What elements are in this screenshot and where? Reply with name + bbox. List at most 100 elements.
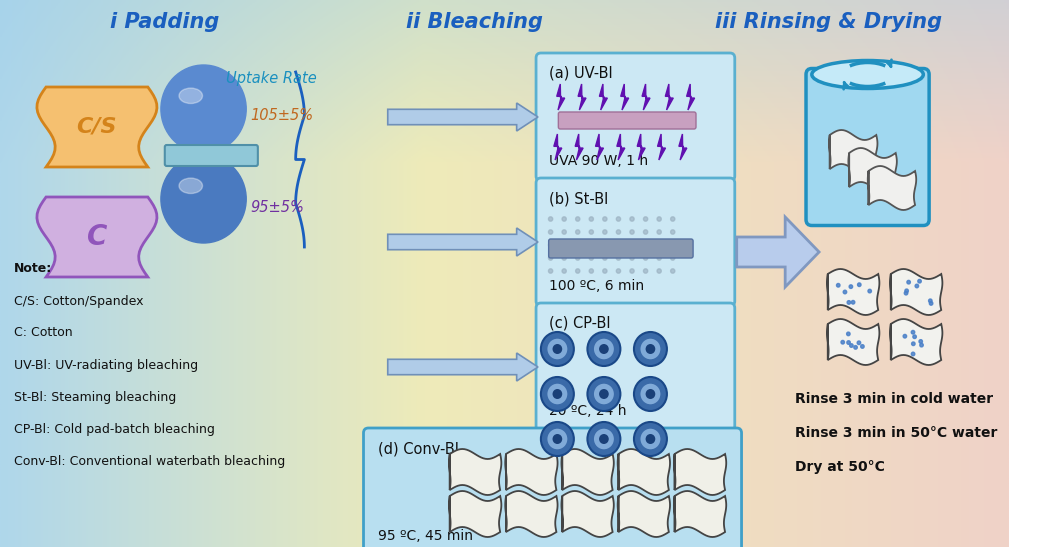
Circle shape (671, 269, 675, 273)
Circle shape (548, 243, 552, 247)
Polygon shape (505, 449, 557, 495)
Circle shape (562, 217, 567, 221)
Circle shape (903, 334, 907, 338)
Polygon shape (827, 269, 880, 315)
Circle shape (603, 256, 607, 260)
Circle shape (634, 422, 667, 456)
Circle shape (588, 377, 621, 411)
Circle shape (671, 230, 675, 234)
Circle shape (907, 281, 910, 284)
Circle shape (630, 256, 634, 260)
Circle shape (562, 243, 567, 247)
Circle shape (847, 341, 851, 345)
Polygon shape (617, 134, 625, 160)
Circle shape (644, 243, 648, 247)
Text: 95±5%: 95±5% (250, 200, 304, 214)
Circle shape (634, 377, 667, 411)
Polygon shape (554, 134, 562, 160)
Circle shape (630, 243, 634, 247)
Circle shape (603, 269, 607, 273)
Text: Uptake Rate: Uptake Rate (226, 72, 317, 86)
Polygon shape (657, 134, 666, 160)
Text: 105±5%: 105±5% (250, 108, 313, 123)
Circle shape (911, 330, 915, 334)
Circle shape (657, 256, 661, 260)
Text: St-Bl: Steaming bleaching: St-Bl: Steaming bleaching (14, 391, 176, 404)
Polygon shape (449, 449, 501, 495)
FancyBboxPatch shape (536, 178, 735, 306)
Circle shape (593, 338, 615, 360)
Circle shape (915, 284, 918, 288)
Polygon shape (562, 491, 614, 537)
Circle shape (646, 434, 655, 444)
FancyBboxPatch shape (558, 112, 696, 129)
Polygon shape (596, 134, 603, 160)
Polygon shape (638, 134, 645, 160)
Circle shape (590, 217, 594, 221)
Circle shape (634, 332, 667, 366)
Circle shape (905, 289, 908, 293)
Circle shape (590, 256, 594, 260)
Circle shape (918, 280, 921, 283)
Circle shape (562, 230, 567, 234)
Circle shape (599, 389, 608, 399)
Polygon shape (562, 449, 614, 495)
Circle shape (640, 338, 661, 360)
Circle shape (848, 301, 851, 304)
Circle shape (671, 217, 675, 221)
Text: 100 ºC, 6 min: 100 ºC, 6 min (549, 279, 644, 293)
Circle shape (657, 269, 661, 273)
Polygon shape (674, 449, 726, 495)
Circle shape (590, 230, 594, 234)
Polygon shape (686, 84, 695, 110)
Polygon shape (642, 84, 650, 110)
Circle shape (919, 340, 922, 344)
Ellipse shape (179, 88, 203, 103)
Circle shape (562, 269, 567, 273)
Polygon shape (890, 269, 942, 315)
FancyBboxPatch shape (806, 68, 929, 225)
Circle shape (548, 217, 552, 221)
Circle shape (603, 217, 607, 221)
Polygon shape (449, 491, 501, 537)
Text: (c) CP-Bl: (c) CP-Bl (549, 316, 610, 331)
FancyBboxPatch shape (164, 145, 258, 166)
Circle shape (599, 434, 608, 444)
Text: C: Cotton: C: Cotton (14, 327, 72, 340)
Circle shape (861, 345, 864, 348)
Circle shape (847, 332, 850, 336)
Circle shape (630, 217, 634, 221)
Polygon shape (388, 353, 538, 381)
Circle shape (640, 428, 661, 450)
Circle shape (644, 217, 648, 221)
Text: C/S: C/S (77, 117, 118, 137)
Text: Conv-Bl: Conventional waterbath bleaching: Conv-Bl: Conventional waterbath bleachin… (14, 455, 285, 468)
Text: UV-Bl: UV-radiating bleaching: UV-Bl: UV-radiating bleaching (14, 358, 198, 371)
Circle shape (630, 269, 634, 273)
Polygon shape (388, 103, 538, 131)
Text: (d) Conv-Bl: (d) Conv-Bl (379, 441, 459, 456)
Text: Note:: Note: (14, 263, 52, 276)
Circle shape (644, 230, 648, 234)
Circle shape (646, 389, 655, 399)
Circle shape (836, 283, 840, 287)
Circle shape (575, 217, 580, 221)
FancyBboxPatch shape (549, 239, 693, 258)
Circle shape (857, 341, 861, 345)
Circle shape (930, 301, 933, 305)
Circle shape (617, 269, 621, 273)
Circle shape (575, 256, 580, 260)
Polygon shape (827, 319, 880, 365)
Text: CP-Bl: Cold pad-batch bleaching: CP-Bl: Cold pad-batch bleaching (14, 422, 214, 435)
Circle shape (590, 269, 594, 273)
Circle shape (640, 383, 661, 405)
Circle shape (603, 243, 607, 247)
Circle shape (161, 155, 246, 243)
Ellipse shape (179, 178, 203, 194)
Text: (b) St-Bl: (b) St-Bl (549, 191, 608, 206)
Circle shape (919, 344, 924, 347)
Circle shape (617, 217, 621, 221)
Circle shape (646, 344, 655, 354)
Circle shape (547, 428, 568, 450)
Polygon shape (599, 84, 607, 110)
